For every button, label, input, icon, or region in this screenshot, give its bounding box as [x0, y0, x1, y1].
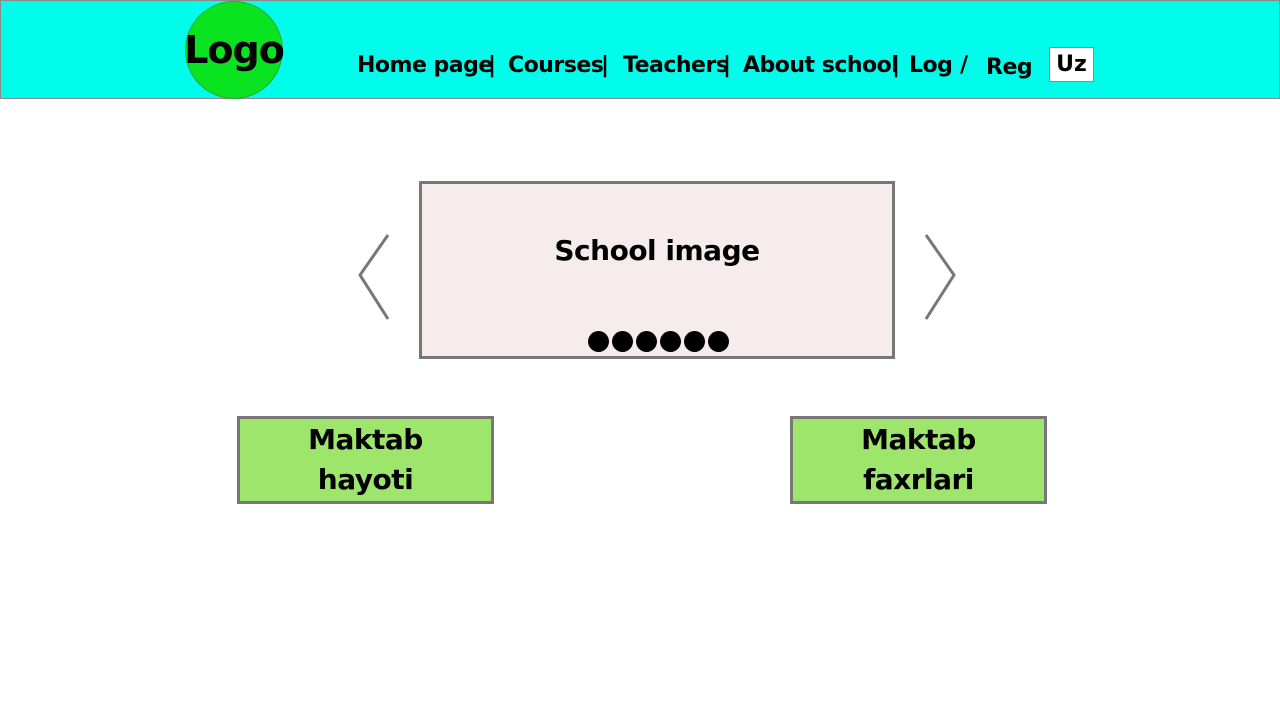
chevron-left-icon[interactable]	[356, 233, 392, 323]
nav-separator: |	[892, 53, 900, 78]
nav-about-link[interactable]: About school	[743, 53, 899, 78]
slider-dot[interactable]	[612, 331, 633, 352]
slider-dot[interactable]	[588, 331, 609, 352]
logo[interactable]: Logo	[184, 1, 285, 99]
slider-dots	[588, 331, 729, 352]
language-label: Uz	[1056, 52, 1087, 77]
main-nav: Home page | Courses | Teachers | About s…	[1, 49, 1279, 83]
slider-dot[interactable]	[684, 331, 705, 352]
image-slider: School image	[419, 181, 895, 359]
nav-teachers-link[interactable]: Teachers	[623, 53, 729, 78]
slider-dot[interactable]	[708, 331, 729, 352]
slider-dot[interactable]	[660, 331, 681, 352]
slide-title: School image	[554, 234, 760, 267]
slider-dot[interactable]	[636, 331, 657, 352]
maktab-hayoti-button[interactable]: Maktab hayoti	[237, 416, 494, 504]
nav-log-link[interactable]: Log	[909, 53, 953, 78]
logo-text: Logo	[184, 28, 285, 72]
nav-separator: |	[723, 53, 731, 78]
nav-slash: /	[960, 53, 968, 78]
card-line: faxrlari	[863, 463, 974, 496]
card-line: Maktab	[308, 423, 423, 456]
card-line: hayoti	[317, 463, 414, 496]
card-line: Maktab	[861, 423, 976, 456]
chevron-right-icon[interactable]	[922, 233, 958, 323]
maktab-faxrlari-button[interactable]: Maktab faxrlari	[790, 416, 1047, 504]
nav-courses-link[interactable]: Courses	[508, 53, 604, 78]
nav-separator: |	[601, 53, 609, 78]
nav-reg-link[interactable]: Reg	[986, 55, 1033, 80]
nav-separator: |	[488, 53, 496, 78]
header: Logo Home page | Courses | Teachers | Ab…	[0, 0, 1280, 99]
nav-home-link[interactable]: Home page	[357, 53, 493, 78]
language-button[interactable]: Uz	[1049, 47, 1094, 82]
